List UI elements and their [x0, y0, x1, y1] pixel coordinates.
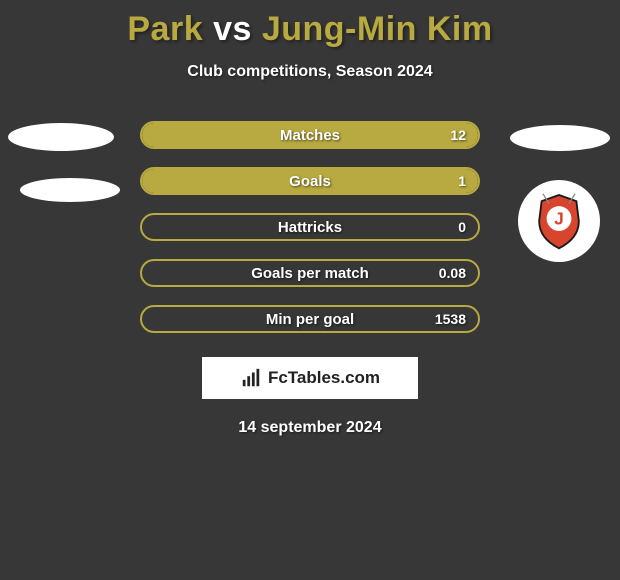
player1-club-placeholder — [20, 178, 120, 202]
brand-box[interactable]: FcTables.com — [202, 357, 418, 399]
svg-text:J: J — [554, 209, 564, 229]
player2-club-badge: J — [518, 180, 600, 262]
stat-value: 1 — [458, 173, 466, 189]
stat-label: Goals per match — [251, 265, 369, 282]
stat-label: Hattricks — [278, 219, 342, 236]
player1-name: Park — [127, 10, 203, 48]
stat-row: Goals 1 — [140, 167, 480, 195]
stat-value: 0 — [458, 219, 466, 235]
brand-name: FcTables.com — [268, 368, 380, 388]
date-label: 14 september 2024 — [0, 419, 620, 437]
stat-value: 0.08 — [439, 265, 466, 281]
stat-value: 12 — [450, 127, 466, 143]
stat-row: Hattricks 0 — [140, 213, 480, 241]
stat-row: Min per goal 1538 — [140, 305, 480, 333]
subtitle: Club competitions, Season 2024 — [0, 63, 620, 81]
shield-icon: J — [528, 190, 590, 252]
player1-photo-placeholder — [8, 123, 114, 151]
stat-row: Goals per match 0.08 — [140, 259, 480, 287]
vs-label: vs — [213, 10, 252, 48]
stat-value: 1538 — [435, 311, 466, 327]
bar-chart-icon — [240, 367, 262, 389]
player2-photo-placeholder — [510, 125, 610, 151]
stat-label: Min per goal — [266, 311, 354, 328]
comparison-title: Park vs Jung-Min Kim — [0, 0, 620, 49]
stat-label: Matches — [280, 127, 340, 144]
stat-row: Matches 12 — [140, 121, 480, 149]
player2-name: Jung-Min Kim — [262, 10, 493, 48]
stat-label: Goals — [289, 173, 331, 190]
